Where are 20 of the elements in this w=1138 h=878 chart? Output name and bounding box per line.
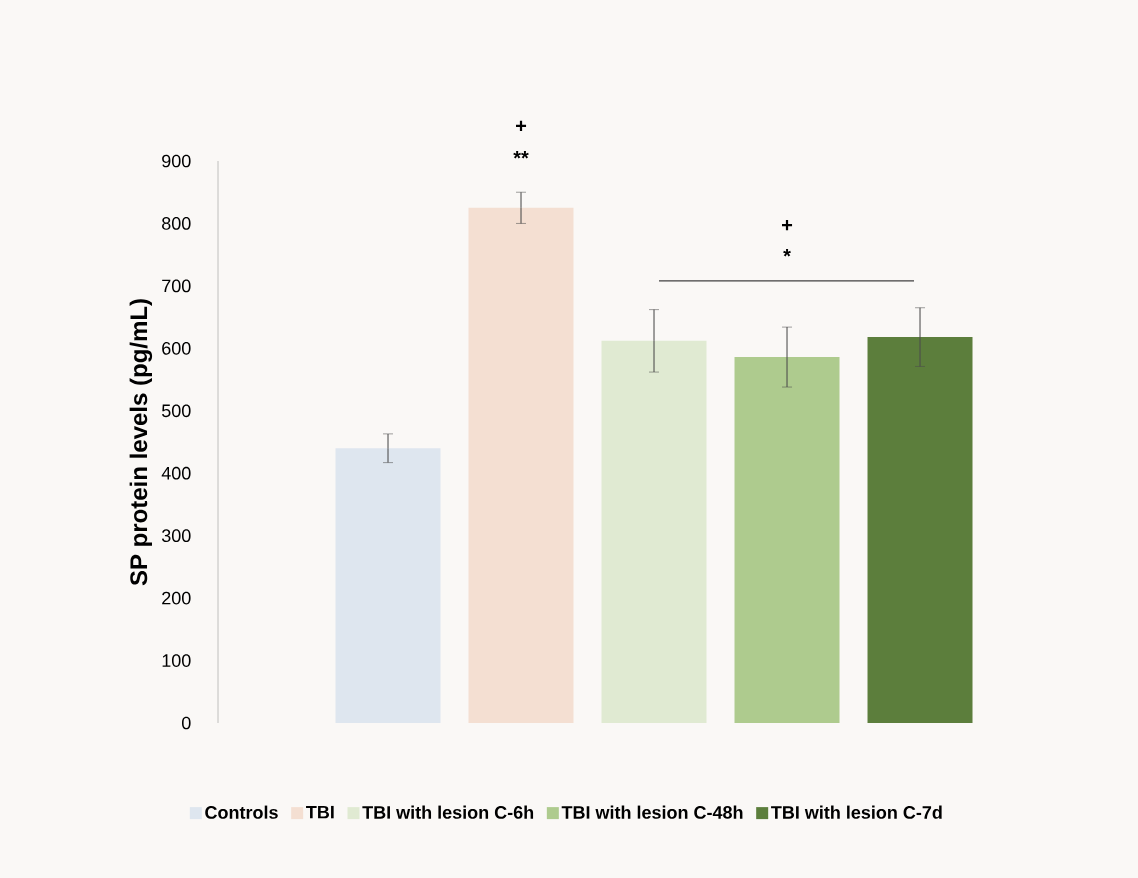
y-tick-label: 200 xyxy=(162,591,191,605)
legend-label: TBI with lesion C-48h xyxy=(561,805,743,819)
annotation: + xyxy=(782,220,793,231)
legend-label: TBI with lesion C-6h xyxy=(362,805,534,819)
y-axis-title: SP protein levels (pg/mL) xyxy=(129,299,153,586)
legend-label: Controls xyxy=(205,805,278,819)
y-tick-label: 500 xyxy=(161,404,191,418)
text: + xyxy=(516,120,527,131)
y-tick-label: 100 xyxy=(162,654,191,667)
y-tick-label: 600 xyxy=(162,341,191,355)
y-tick-label: 300 xyxy=(161,529,191,543)
legend-label: TBI xyxy=(306,805,334,819)
y-tick-label: 0 xyxy=(181,716,191,730)
annotation: * xyxy=(783,249,791,257)
y-tick-label: 900 xyxy=(162,154,191,168)
text: ** xyxy=(513,151,529,159)
legend-label: TBI with lesion C-7d xyxy=(771,805,942,819)
y-tick-label: 800 xyxy=(162,217,191,230)
y-tick-label: 400 xyxy=(161,466,191,480)
y-tick-label: 700 xyxy=(162,279,191,293)
